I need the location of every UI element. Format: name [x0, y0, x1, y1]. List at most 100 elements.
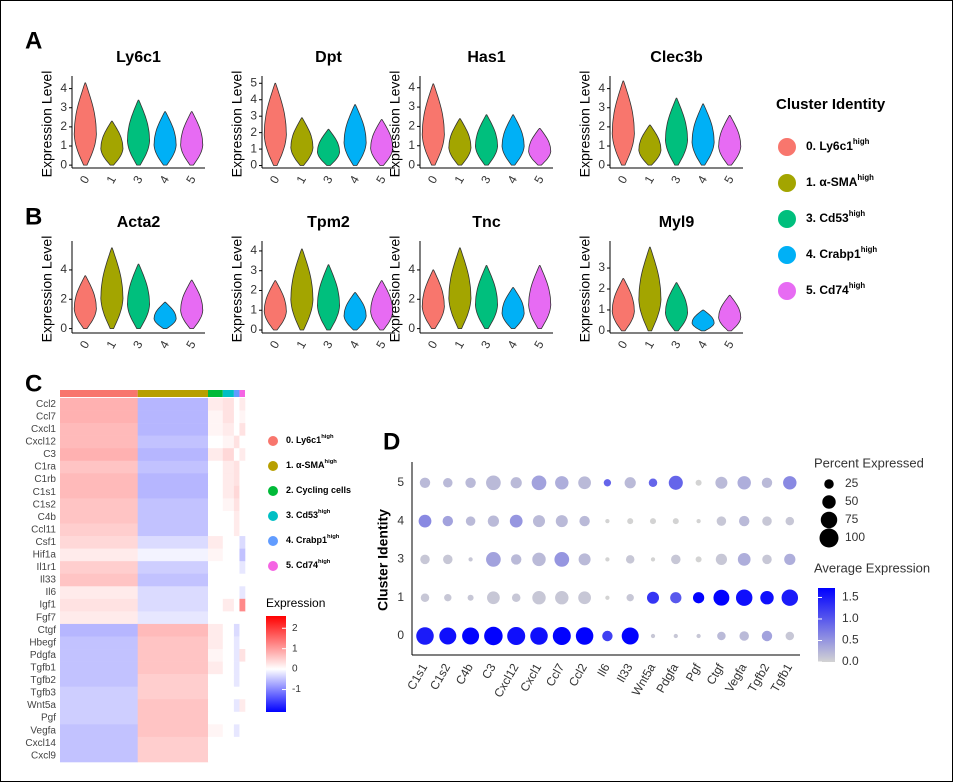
y-tick-label: 0	[408, 157, 415, 171]
heat-cell	[60, 498, 138, 512]
size-legend-label: 75	[845, 512, 859, 526]
legend-swatch	[268, 511, 278, 521]
heat-cell	[222, 548, 235, 562]
heat-cell	[60, 573, 138, 587]
heat-cell	[233, 473, 240, 487]
dot	[626, 594, 634, 602]
heat-cell	[137, 435, 209, 449]
row-label: Fgf7	[36, 612, 56, 623]
dot	[486, 552, 501, 567]
dot	[419, 477, 431, 489]
heat-cell	[222, 636, 235, 650]
heat-cell	[239, 410, 246, 424]
heat-cell	[222, 699, 235, 713]
dot	[509, 514, 523, 528]
legend-swatch	[268, 461, 278, 471]
y-tick-label: 2	[250, 283, 257, 297]
dot	[439, 627, 457, 645]
legend-swatch	[268, 436, 278, 446]
heat-cell	[239, 611, 246, 625]
heat-cell	[239, 423, 246, 436]
heat-cell	[137, 586, 209, 600]
colorbar-tick-label: 0	[292, 664, 298, 675]
violin	[126, 263, 151, 329]
row-label: C4b	[38, 512, 57, 523]
row-label: Ctgf	[38, 625, 57, 636]
colorbar-tick-label: 0.0	[842, 654, 859, 668]
heat-cell	[239, 598, 246, 612]
dot	[781, 589, 799, 606]
violin	[611, 278, 635, 332]
heat-cell	[233, 536, 240, 549]
color-legend-title: Average Expression	[814, 560, 930, 575]
row-label: Pgf	[41, 713, 56, 724]
heat-cell	[60, 510, 138, 524]
heat-cell	[60, 473, 138, 487]
dot	[717, 631, 726, 641]
violin	[528, 265, 552, 329]
legend-swatch	[778, 282, 796, 300]
y-axis-label: Expression Level	[577, 236, 593, 343]
dot	[646, 591, 660, 604]
dot	[762, 554, 772, 565]
violin	[153, 301, 177, 329]
heat-cell	[222, 686, 235, 700]
dot	[443, 554, 453, 565]
violin	[501, 287, 525, 329]
y-tick-label: 0	[397, 628, 404, 642]
heat-cell	[137, 510, 209, 524]
heat-cell	[222, 749, 235, 763]
y-axis-label: Expression Level	[39, 71, 55, 178]
y-tick-label: 1	[598, 302, 605, 316]
dot	[692, 592, 705, 604]
heat-cell	[233, 510, 240, 524]
panel-label: D	[383, 428, 400, 455]
dot	[760, 590, 774, 605]
chart-title: Tnc	[472, 214, 501, 231]
heat-cell	[137, 398, 209, 411]
legend-swatch	[778, 138, 796, 156]
dot	[737, 476, 751, 490]
dot	[532, 552, 546, 567]
heat-cell	[233, 460, 240, 474]
heat-cell	[208, 661, 224, 675]
heat-cell	[233, 724, 240, 738]
heat-cell	[239, 623, 246, 637]
heat-cell	[222, 498, 235, 512]
heat-cell	[222, 573, 235, 587]
dot	[579, 515, 590, 527]
dot	[673, 633, 678, 639]
dot	[555, 515, 568, 528]
violin	[664, 282, 689, 332]
heat-cell	[60, 674, 138, 687]
heat-cell	[239, 435, 246, 449]
y-tick-label: 4	[60, 262, 67, 276]
chart-title: Has1	[467, 49, 505, 66]
dot	[672, 518, 679, 525]
heat-cell	[137, 573, 209, 587]
heat-cell	[233, 699, 240, 713]
colorbar-tick-label: 1	[292, 643, 298, 654]
legend-label: 3. Cd53high	[806, 209, 865, 225]
dot	[605, 557, 610, 562]
legend-swatch	[268, 536, 278, 546]
y-tick-label: 5	[250, 75, 257, 89]
dot	[531, 475, 547, 491]
dot	[532, 590, 546, 605]
row-label: Igf1	[39, 600, 56, 611]
heat-cell	[233, 611, 240, 625]
dot	[649, 518, 657, 525]
row-label: Pdgfa	[30, 650, 57, 661]
heat-cell	[60, 586, 138, 600]
colorbar-tick-label: 0.5	[842, 633, 859, 647]
heat-cell	[208, 736, 224, 750]
heat-cell	[239, 498, 246, 512]
heat-cell	[222, 561, 235, 575]
y-tick-label: 4	[598, 81, 605, 95]
heat-cell	[60, 398, 138, 411]
dot	[444, 594, 452, 602]
violin	[100, 247, 124, 329]
dot	[602, 630, 613, 642]
violin	[153, 111, 177, 166]
dot	[783, 476, 797, 490]
